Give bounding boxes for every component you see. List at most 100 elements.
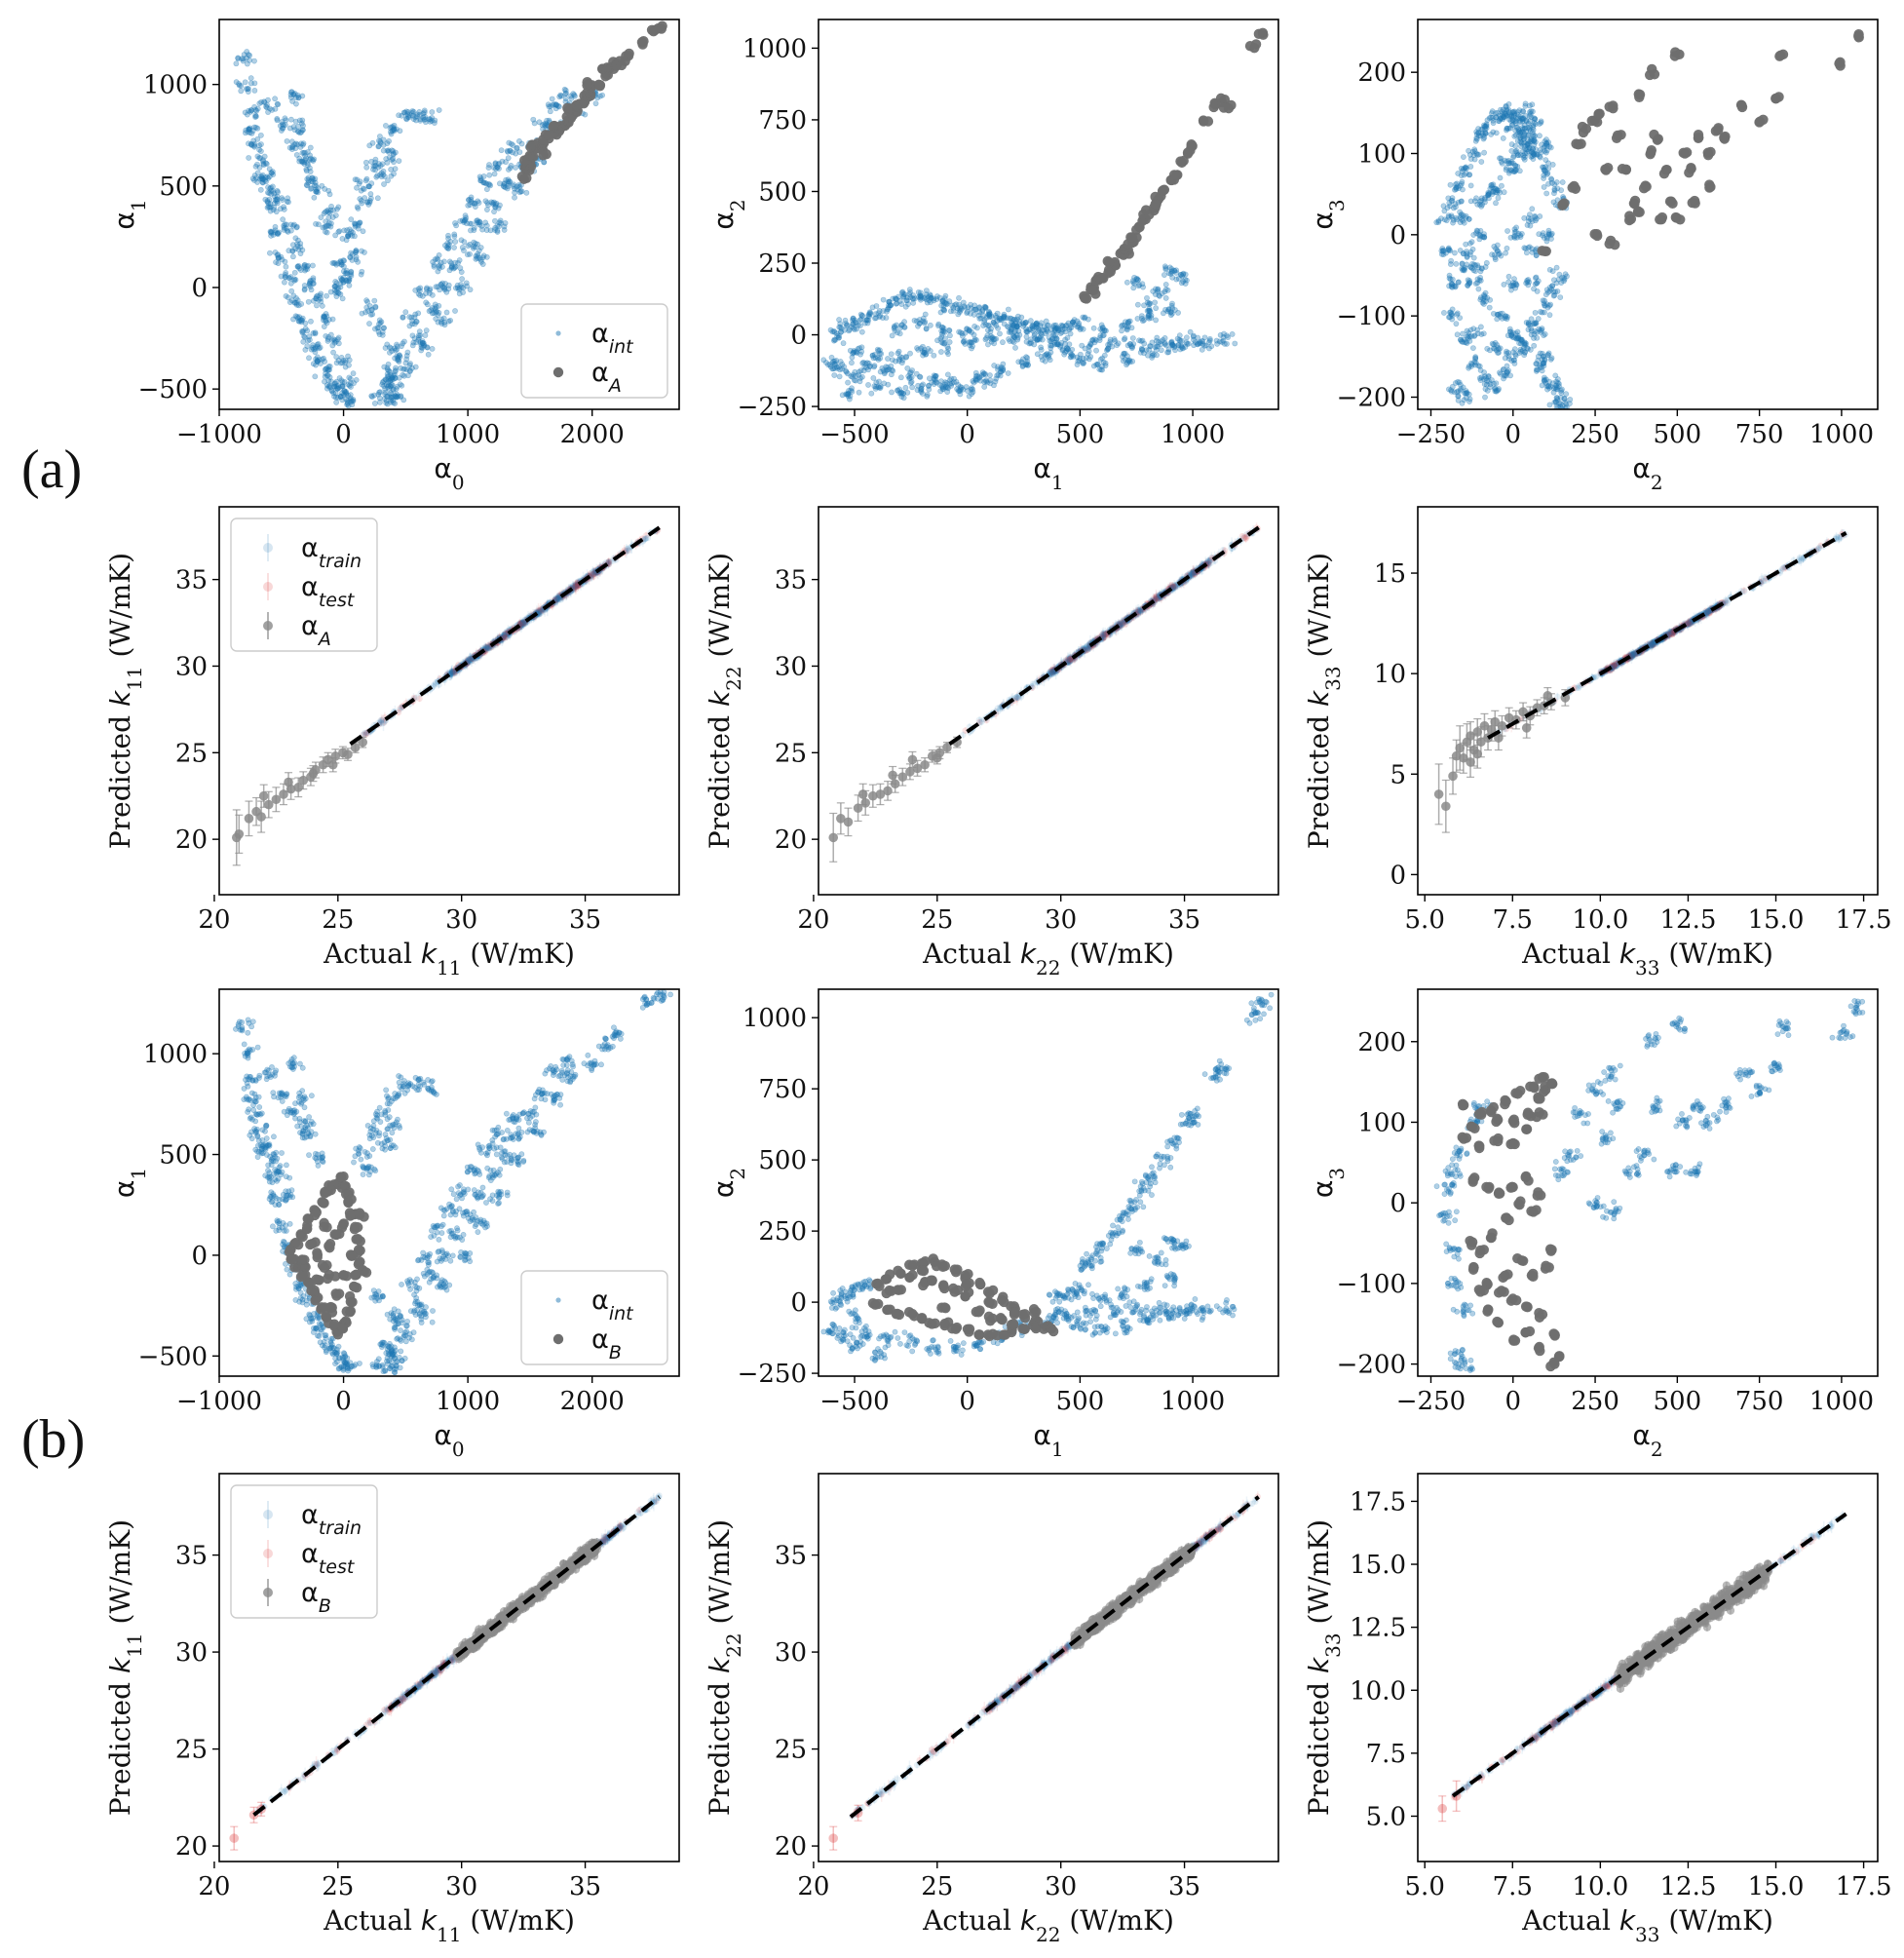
int-point xyxy=(334,285,340,291)
highlight-point xyxy=(1646,144,1657,156)
y-tick-label: 100 xyxy=(1357,140,1406,170)
int-point xyxy=(441,286,448,291)
int-point xyxy=(287,92,294,97)
int-point xyxy=(254,179,261,185)
int-point xyxy=(400,314,406,321)
int-point xyxy=(962,329,969,336)
int-point xyxy=(843,321,849,326)
int-point xyxy=(1489,340,1496,347)
int-point xyxy=(432,305,438,312)
int-point xyxy=(286,299,293,305)
int-point xyxy=(283,263,289,270)
int-point xyxy=(332,284,339,289)
int-point xyxy=(334,385,340,392)
int-point xyxy=(339,383,345,390)
int-point xyxy=(236,82,243,89)
int-point xyxy=(322,359,328,365)
y-tick-label: −500 xyxy=(138,375,208,404)
int-point xyxy=(992,312,999,319)
int-point xyxy=(291,141,298,148)
int-point xyxy=(382,376,389,383)
int-point xyxy=(371,163,378,170)
int-point xyxy=(413,319,420,325)
int-point xyxy=(1521,214,1528,221)
int-point xyxy=(280,216,286,223)
int-point xyxy=(1549,162,1556,168)
int-point xyxy=(270,207,277,213)
int-point xyxy=(249,175,256,182)
int-point xyxy=(348,384,354,390)
highlight-point xyxy=(1591,230,1603,242)
int-point xyxy=(246,127,252,133)
int-point xyxy=(853,377,859,384)
int-point xyxy=(1488,114,1494,121)
int-point xyxy=(305,177,312,184)
int-point xyxy=(409,321,415,327)
int-point xyxy=(880,296,887,303)
int-point xyxy=(547,108,553,115)
int-point xyxy=(390,372,397,379)
int-point xyxy=(516,189,523,196)
highlight-point xyxy=(1735,99,1747,110)
int-point xyxy=(299,329,306,336)
int-point xyxy=(282,122,288,129)
int-point xyxy=(856,368,862,375)
int-point xyxy=(302,267,308,274)
int-point xyxy=(256,100,263,106)
highlight-point xyxy=(1176,157,1188,169)
int-point xyxy=(329,214,336,220)
int-point xyxy=(1004,324,1010,329)
int-point xyxy=(250,137,257,144)
int-point xyxy=(293,140,299,147)
int-point xyxy=(1124,353,1130,360)
int-point xyxy=(371,401,378,406)
int-point xyxy=(285,195,291,202)
int-point xyxy=(388,375,394,382)
int-point xyxy=(1123,362,1129,368)
int-point xyxy=(377,138,384,145)
int-point xyxy=(386,154,393,161)
int-point xyxy=(351,380,357,386)
int-point xyxy=(387,125,394,132)
int-point xyxy=(418,347,425,354)
int-point xyxy=(395,393,401,400)
int-point xyxy=(306,280,313,287)
int-point xyxy=(379,328,386,335)
int-point xyxy=(1490,120,1497,127)
int-point xyxy=(1508,147,1515,154)
int-point xyxy=(438,259,444,266)
int-point xyxy=(299,315,306,322)
int-point xyxy=(1539,367,1545,374)
int-point xyxy=(372,303,379,310)
int-point xyxy=(571,92,578,98)
int-point xyxy=(344,227,351,234)
int-point xyxy=(1005,370,1011,376)
int-point xyxy=(911,317,918,324)
int-point xyxy=(268,191,274,197)
int-point xyxy=(274,117,281,124)
int-point xyxy=(546,103,552,110)
int-point xyxy=(252,124,259,131)
int-point xyxy=(341,227,348,234)
int-point xyxy=(346,282,353,288)
int-point xyxy=(256,164,263,171)
int-point xyxy=(452,259,458,266)
int-point xyxy=(391,371,398,378)
int-point xyxy=(283,274,288,280)
int-point xyxy=(382,391,388,398)
int-point xyxy=(301,157,308,164)
int-point xyxy=(1018,314,1025,321)
int-point xyxy=(288,297,295,304)
int-point xyxy=(262,160,269,167)
int-point xyxy=(366,142,373,149)
int-point xyxy=(346,357,353,364)
int-point xyxy=(383,376,390,383)
int-point xyxy=(384,373,391,380)
int-point xyxy=(983,378,989,385)
int-point xyxy=(355,225,362,232)
int-point xyxy=(260,162,267,169)
int-point xyxy=(288,288,295,294)
int-point xyxy=(1087,354,1094,360)
int-point xyxy=(350,229,356,236)
highlight-point xyxy=(548,122,558,133)
